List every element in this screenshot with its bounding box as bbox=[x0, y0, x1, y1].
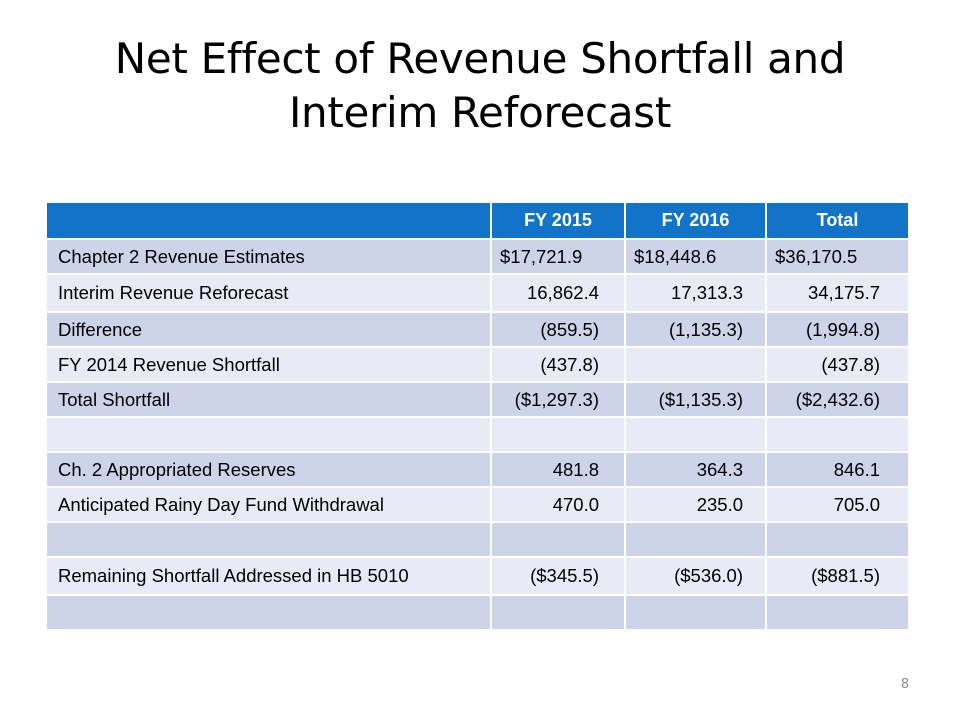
row-label bbox=[47, 594, 492, 629]
slide-title: Net Effect of Revenue Shortfall and Inte… bbox=[60, 32, 900, 140]
cell-fy2016 bbox=[625, 416, 767, 452]
cell-fy2016: 235.0 bbox=[625, 486, 767, 522]
row-label: FY 2014 Revenue Shortfall bbox=[47, 346, 492, 382]
cell-fy2016: ($536.0) bbox=[625, 556, 767, 595]
row-label: Difference bbox=[47, 311, 492, 347]
cell-fy2015: 470.0 bbox=[491, 486, 626, 522]
row-label: Chapter 2 Revenue Estimates bbox=[47, 238, 492, 274]
cell-fy2016 bbox=[625, 594, 767, 629]
cell-fy2015: 16,862.4 bbox=[491, 273, 626, 312]
cell-total: (437.8) bbox=[766, 346, 908, 382]
row-label: Ch. 2 Appropriated Reserves bbox=[47, 451, 492, 487]
header-total: Total bbox=[766, 203, 908, 239]
row-label bbox=[47, 416, 492, 452]
cell-total: ($2,432.6) bbox=[766, 381, 908, 417]
table-row: Chapter 2 Revenue Estimates $17,721.9 $1… bbox=[47, 238, 908, 274]
cell-fy2015: ($345.5) bbox=[491, 556, 626, 595]
cell-fy2016: (1,135.3) bbox=[625, 311, 767, 347]
cell-fy2015 bbox=[491, 594, 626, 629]
cell-total: ($881.5) bbox=[766, 556, 908, 595]
cell-total: 34,175.7 bbox=[766, 273, 908, 312]
table-row: Interim Revenue Reforecast 16,862.4 17,3… bbox=[47, 273, 908, 312]
cell-total bbox=[766, 594, 908, 629]
cell-total bbox=[766, 521, 908, 557]
header-fy2015: FY 2015 bbox=[491, 203, 626, 239]
slide-title-line-2: Interim Reforecast bbox=[288, 88, 672, 137]
revenue-table-container: FY 2015 FY 2016 Total Chapter 2 Revenue … bbox=[47, 203, 908, 629]
row-label: Anticipated Rainy Day Fund Withdrawal bbox=[47, 486, 492, 522]
cell-fy2015: 481.8 bbox=[491, 451, 626, 487]
table-row: Anticipated Rainy Day Fund Withdrawal 47… bbox=[47, 486, 908, 522]
header-label-column bbox=[47, 203, 492, 239]
table-row: Total Shortfall ($1,297.3) ($1,135.3) ($… bbox=[47, 381, 908, 417]
cell-fy2015: (437.8) bbox=[491, 346, 626, 382]
cell-fy2015 bbox=[491, 521, 626, 557]
cell-fy2016 bbox=[625, 521, 767, 557]
cell-fy2015 bbox=[491, 416, 626, 452]
row-label: Interim Revenue Reforecast bbox=[47, 273, 492, 312]
cell-total: 705.0 bbox=[766, 486, 908, 522]
table-row-empty bbox=[47, 521, 908, 557]
cell-total bbox=[766, 416, 908, 452]
table-header-row: FY 2015 FY 2016 Total bbox=[47, 203, 908, 239]
cell-fy2016: 364.3 bbox=[625, 451, 767, 487]
slide-title-line-1: Net Effect of Revenue Shortfall and bbox=[114, 34, 846, 83]
header-fy2016: FY 2016 bbox=[625, 203, 767, 239]
revenue-shortfall-table: FY 2015 FY 2016 Total Chapter 2 Revenue … bbox=[47, 203, 908, 629]
row-label: Total Shortfall bbox=[47, 381, 492, 417]
row-label: Remaining Shortfall Addressed in HB 5010 bbox=[47, 556, 492, 595]
cell-total: $36,170.5 bbox=[766, 238, 908, 274]
cell-total: 846.1 bbox=[766, 451, 908, 487]
cell-fy2015: (859.5) bbox=[491, 311, 626, 347]
cell-fy2016: ($1,135.3) bbox=[625, 381, 767, 417]
cell-fy2016: 17,313.3 bbox=[625, 273, 767, 312]
cell-fy2016 bbox=[625, 346, 767, 382]
table-row: Remaining Shortfall Addressed in HB 5010… bbox=[47, 556, 908, 595]
cell-total: (1,994.8) bbox=[766, 311, 908, 347]
row-label bbox=[47, 521, 492, 557]
table-row-empty bbox=[47, 416, 908, 452]
table-row: Ch. 2 Appropriated Reserves 481.8 364.3 … bbox=[47, 451, 908, 487]
cell-fy2015: ($1,297.3) bbox=[491, 381, 626, 417]
page-number: 8 bbox=[900, 677, 910, 692]
table-row-empty bbox=[47, 594, 908, 629]
cell-fy2015: $17,721.9 bbox=[491, 238, 626, 274]
table-row: Difference (859.5) (1,135.3) (1,994.8) bbox=[47, 311, 908, 347]
cell-fy2016: $18,448.6 bbox=[625, 238, 767, 274]
table-row: FY 2014 Revenue Shortfall (437.8) (437.8… bbox=[47, 346, 908, 382]
